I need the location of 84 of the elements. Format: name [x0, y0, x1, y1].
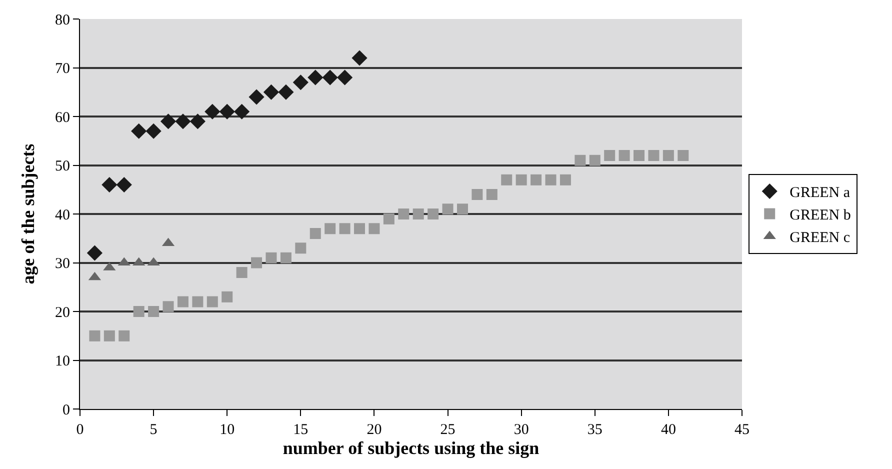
- legend-label: GREEN c: [790, 230, 850, 246]
- y-tick-label: 20: [55, 304, 70, 321]
- point: [219, 104, 235, 120]
- point: [560, 174, 571, 186]
- point: [102, 176, 118, 193]
- point: [368, 223, 380, 234]
- y-tick-label: 30: [55, 256, 70, 272]
- point: [648, 150, 660, 161]
- legend-label: GREEN a: [790, 185, 850, 202]
- point: [398, 208, 410, 220]
- point: [678, 150, 689, 161]
- point: [192, 296, 204, 308]
- point: [530, 174, 542, 186]
- point: [89, 330, 100, 342]
- point: [354, 223, 366, 234]
- point: [131, 123, 147, 139]
- y-tick-label: 40: [55, 207, 70, 224]
- point: [662, 150, 674, 161]
- point: [604, 150, 616, 161]
- x-tick-label: 20: [366, 422, 382, 438]
- point: [177, 296, 188, 308]
- point: [280, 252, 292, 264]
- point: [472, 189, 483, 200]
- point: [266, 252, 277, 264]
- point: [412, 208, 424, 220]
- point: [146, 123, 162, 139]
- legend-label: GREEN b: [790, 208, 851, 224]
- point: [383, 213, 394, 224]
- x-tick-label: 10: [220, 422, 235, 438]
- point: [456, 204, 468, 215]
- point: [292, 74, 308, 90]
- point: [322, 70, 338, 86]
- point: [589, 154, 600, 166]
- point: [234, 104, 250, 120]
- x-tick-label: 15: [293, 422, 308, 438]
- x-tick-label: 45: [734, 422, 750, 438]
- y-tick-label: 50: [55, 158, 70, 174]
- point: [486, 189, 498, 200]
- x-tick-label: 5: [150, 422, 158, 438]
- point: [308, 70, 324, 86]
- y-tick-label: 70: [55, 61, 70, 77]
- point: [175, 114, 191, 130]
- point: [295, 242, 306, 254]
- point: [545, 174, 556, 186]
- x-tick-label: 25: [440, 422, 456, 438]
- point: [634, 150, 645, 161]
- point: [428, 208, 439, 220]
- point: [278, 84, 294, 100]
- point: [574, 154, 586, 166]
- point: [118, 330, 130, 342]
- x-tick-label: 0: [76, 422, 84, 438]
- point: [104, 330, 115, 342]
- point: [133, 306, 144, 317]
- point: [310, 228, 321, 239]
- y-tick-label: 10: [55, 354, 70, 370]
- point: [162, 301, 174, 312]
- point: [516, 174, 527, 186]
- y-tick-label: 80: [55, 12, 70, 28]
- point: [263, 84, 280, 100]
- point: [206, 296, 218, 308]
- point: [204, 104, 220, 120]
- x-tick-label: 30: [514, 422, 529, 438]
- y-tick-label: 0: [62, 402, 70, 418]
- point: [236, 267, 248, 278]
- x-tick-label: 35: [587, 422, 602, 438]
- point: [337, 70, 353, 86]
- point: [86, 245, 103, 261]
- point: [222, 291, 233, 302]
- point: [248, 89, 264, 105]
- y-tick-label: 60: [55, 110, 70, 126]
- point: [251, 257, 262, 268]
- x-axis-title: number of subjects using the sign: [282, 438, 540, 458]
- point: [501, 174, 512, 186]
- point: [618, 150, 630, 161]
- point: [442, 204, 454, 215]
- point: [190, 114, 206, 130]
- point: [339, 223, 350, 234]
- point: [324, 223, 336, 234]
- point: [352, 50, 368, 66]
- point: [160, 114, 176, 130]
- x-tick-label: 40: [660, 422, 676, 438]
- point: [148, 306, 160, 317]
- y-axis-title: age of the subjects: [18, 144, 38, 284]
- point: [116, 176, 132, 193]
